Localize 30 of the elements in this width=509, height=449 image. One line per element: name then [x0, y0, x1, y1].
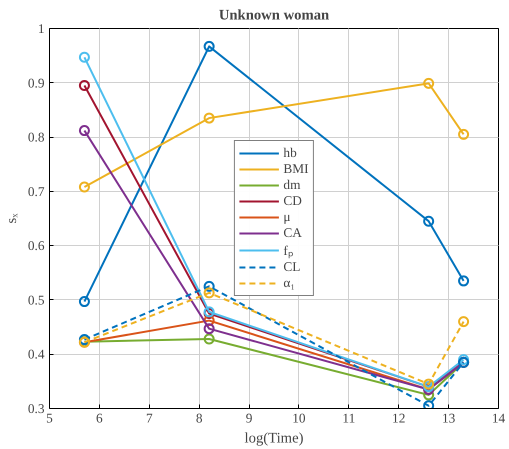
x-tick-label: 10 [292, 410, 306, 426]
x-tick-label: 6 [96, 410, 104, 426]
y-tick-label: 0.4 [28, 346, 45, 362]
y-tick-label: 0.6 [28, 238, 45, 254]
y-tick-label: 0.5 [28, 292, 45, 308]
x-tick-label: 11 [342, 410, 356, 426]
x-tick-label: 8 [196, 410, 203, 426]
legend-label: BMI [283, 161, 309, 177]
y-tick-label: 0.9 [28, 75, 45, 90]
legend-label: hb [283, 145, 298, 161]
legend-label: μ [283, 209, 292, 225]
legend-label: CD [283, 193, 303, 209]
x-axis-title: log(Time) [244, 430, 304, 446]
y-tick-label: 0.7 [28, 184, 45, 199]
x-tick-label: 7 [146, 410, 153, 426]
legend-label: CA [283, 225, 303, 241]
x-tick-label: 13 [442, 410, 456, 426]
legend-label: fₚ [283, 242, 294, 259]
y-tick-label: 0.3 [28, 401, 45, 416]
legend-label: α₁ [283, 275, 296, 291]
chart-title: Unknown woman [218, 8, 330, 24]
y-tick-label: 1 [38, 21, 45, 36]
legend-label: dm [283, 177, 302, 193]
y-axis-title: sₓ [4, 212, 20, 224]
x-tick-label: 12 [392, 410, 406, 426]
x-tick-label: 14 [492, 410, 506, 426]
x-tick-label: 9 [246, 410, 253, 426]
legend-label: CL [283, 259, 302, 275]
x-tick-label: 5 [46, 410, 54, 426]
y-tick-label: 0.8 [28, 130, 45, 145]
